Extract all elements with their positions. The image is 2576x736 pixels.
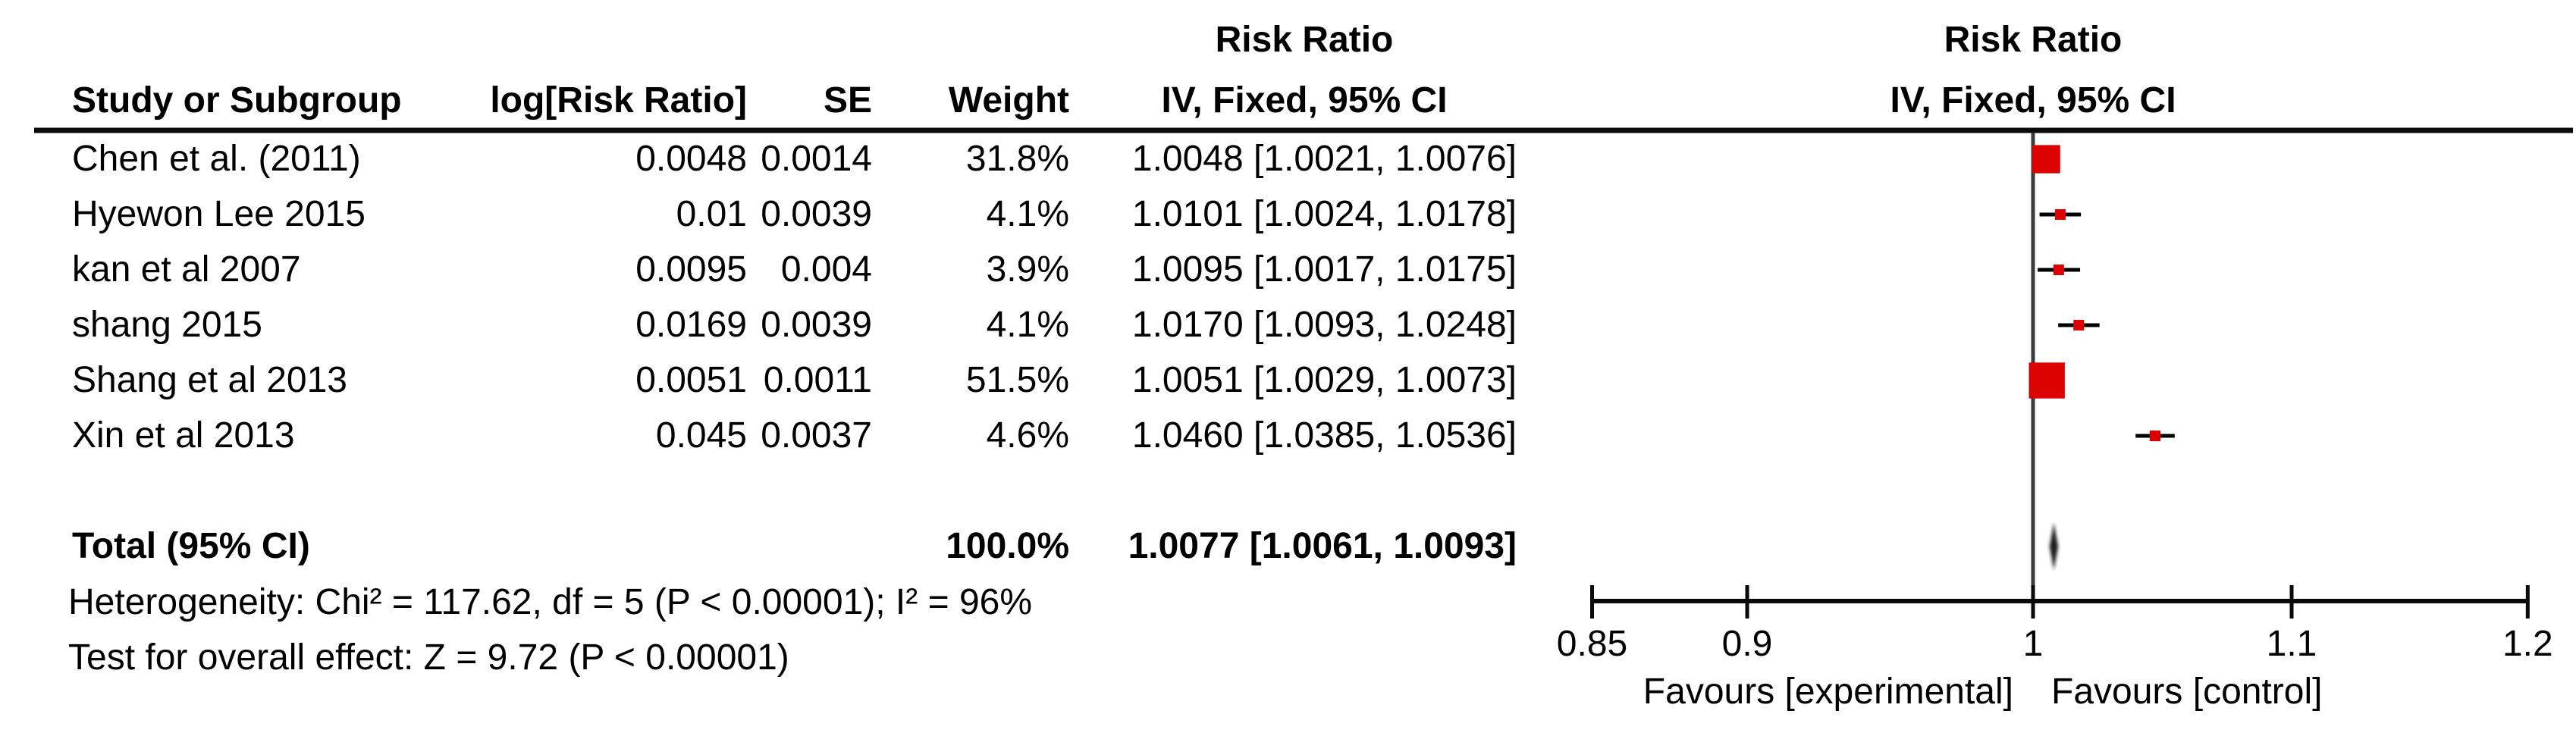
- study-square-marker: [2149, 430, 2160, 442]
- ci-text-cell: 1.0460 [1.0385, 1.0536]: [1131, 415, 1517, 456]
- effect-measure-header-plot-column: Risk Ratio: [1944, 20, 2123, 60]
- study-row: kan et al 2007 0.0095 0.004 3.9% 1.0095 …: [0, 246, 2576, 293]
- weight-cell: 3.9%: [986, 249, 1069, 290]
- column-header-log-risk-ratio: log[Risk Ratio]: [490, 80, 747, 121]
- favours-control-label: Favours [control]: [2051, 672, 2323, 712]
- heterogeneity-statistics: Heterogeneity: Chi² = 117.62, df = 5 (P …: [68, 582, 1033, 622]
- study-name-cell: Chen et al. (2011): [72, 139, 361, 179]
- column-header-se: SE: [823, 80, 872, 121]
- axis-tick-label: 1.1: [2266, 624, 2317, 664]
- log-risk-ratio-cell: 0.0095: [635, 249, 747, 290]
- overall-effect-test: Test for overall effect: Z = 9.72 (P < 0…: [68, 637, 789, 678]
- study-row: Shang et al 2013 0.0051 0.0011 51.5% 1.0…: [0, 357, 2576, 404]
- se-cell: 0.0011: [763, 360, 872, 400]
- log-risk-ratio-cell: 0.0051: [635, 360, 747, 400]
- ci-text-cell: 1.0101 [1.0024, 1.0178]: [1131, 194, 1517, 234]
- study-name-cell: Hyewon Lee 2015: [72, 194, 366, 234]
- column-header-ci-text: IV, Fixed, 95% CI: [1161, 80, 1448, 121]
- column-header-ci-plot: IV, Fixed, 95% CI: [1890, 80, 2176, 121]
- ci-text-cell: 1.0095 [1.0017, 1.0175]: [1131, 249, 1517, 290]
- study-square-marker: [2028, 362, 2065, 399]
- se-cell: 0.0039: [761, 194, 872, 234]
- effect-measure-header-text-column: Risk Ratio: [1215, 20, 1394, 60]
- study-name-cell: shang 2015: [72, 305, 262, 345]
- log-risk-ratio-cell: 0.0169: [635, 305, 747, 345]
- se-cell: 0.0037: [761, 415, 872, 456]
- axis-tick-label: 1: [2022, 624, 2044, 664]
- log-risk-ratio-cell: 0.01: [676, 194, 747, 234]
- study-square-marker: [2053, 265, 2064, 275]
- axis-tick-label: 1.2: [2502, 624, 2553, 664]
- column-header-weight: Weight: [948, 80, 1069, 121]
- se-cell: 0.004: [780, 249, 872, 290]
- ci-text-cell: 1.0048 [1.0021, 1.0076]: [1131, 139, 1517, 179]
- total-row-label: Total (95% CI): [72, 526, 310, 566]
- ci-text-cell: 1.0051 [1.0029, 1.0073]: [1131, 360, 1517, 400]
- se-cell: 0.0014: [761, 139, 872, 179]
- axis-tick-label: 0.85: [1556, 624, 1628, 664]
- log-risk-ratio-cell: 0.045: [655, 415, 747, 456]
- se-cell: 0.0039: [761, 305, 872, 345]
- total-row-ci-text: 1.0077 [1.0061, 1.0093]: [1128, 526, 1517, 566]
- study-name-cell: Shang et al 2013: [72, 360, 347, 400]
- ci-text-cell: 1.0170 [1.0093, 1.0248]: [1131, 305, 1517, 345]
- axis-tick-label: 0.9: [1721, 624, 1773, 664]
- study-row: Xin et al 2013 0.045 0.0037 4.6% 1.0460 …: [0, 412, 2576, 459]
- weight-cell: 31.8%: [965, 139, 1069, 179]
- total-row-weight: 100.0%: [946, 526, 1069, 566]
- study-row: shang 2015 0.0169 0.0039 4.1% 1.0170 [1.…: [0, 302, 2576, 349]
- favours-experimental-label: Favours [experimental]: [1643, 672, 2013, 712]
- study-square-marker: [2054, 209, 2066, 220]
- column-header-study: Study or Subgroup: [72, 80, 402, 121]
- study-name-cell: kan et al 2007: [72, 249, 301, 290]
- study-row: Hyewon Lee 2015 0.01 0.0039 4.1% 1.0101 …: [0, 191, 2576, 238]
- total-diamond: [2049, 523, 2059, 570]
- weight-cell: 4.1%: [986, 305, 1069, 345]
- study-square-marker: [2073, 320, 2085, 330]
- weight-cell: 51.5%: [965, 360, 1069, 400]
- study-row: Chen et al. (2011) 0.0048 0.0014 31.8% 1…: [0, 136, 2576, 183]
- weight-cell: 4.1%: [986, 194, 1069, 234]
- log-risk-ratio-cell: 0.0048: [635, 139, 747, 179]
- study-square-marker: [2032, 145, 2060, 174]
- study-name-cell: Xin et al 2013: [72, 415, 295, 456]
- weight-cell: 4.6%: [986, 415, 1069, 456]
